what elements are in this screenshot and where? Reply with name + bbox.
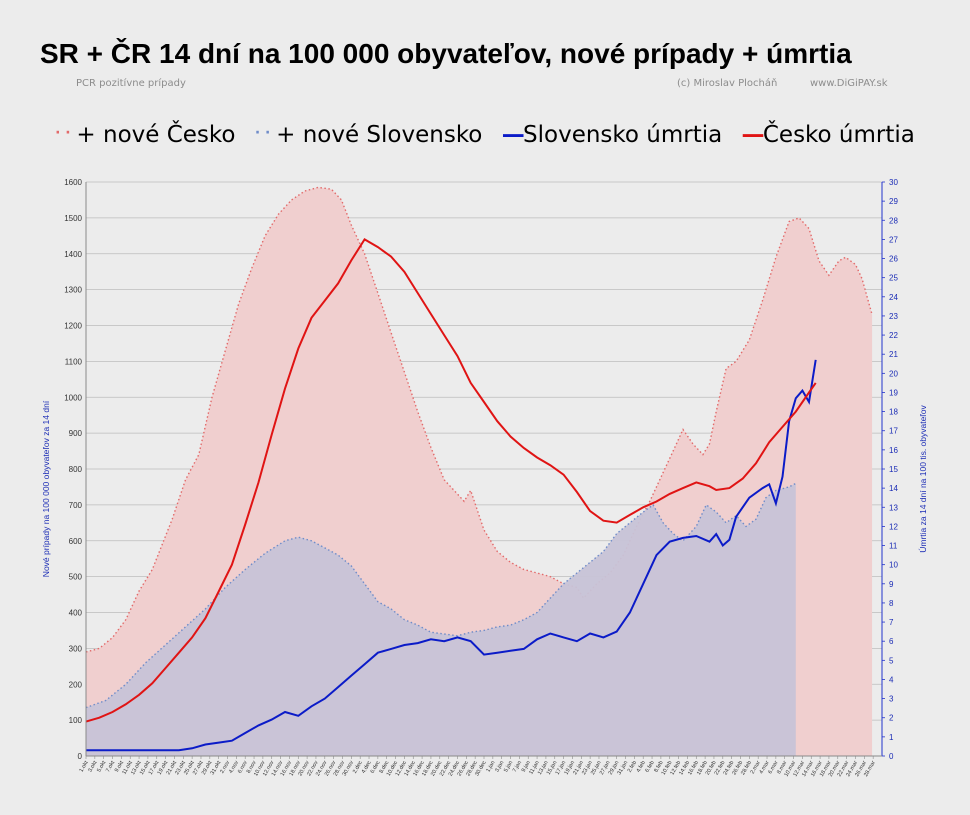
y-tick-label-right: 29: [889, 197, 898, 206]
y-tick-label-left: 600: [69, 537, 83, 546]
legend-item-cz-deaths: — Česko úmrtia: [741, 122, 915, 148]
y-tick-label-right: 17: [889, 427, 898, 436]
y-tick-label-right: 23: [889, 312, 898, 321]
x-tick-label: 7.jan: [512, 760, 523, 773]
y-tick-label-right: 6: [889, 637, 894, 646]
x-tick-label: 5.okt: [96, 760, 107, 774]
y-tick-label-left: 1200: [64, 322, 82, 331]
y-tick-label-right: 12: [889, 522, 898, 531]
x-tick-label: 1.jan: [485, 760, 496, 773]
y-tick-label-left: 1100: [65, 357, 83, 366]
y-tick-label-right: 20: [889, 369, 898, 378]
legend-item-cz-cases: · · + nové Česko: [55, 122, 236, 148]
y-tick-label-right: 7: [889, 618, 894, 627]
legend-label: + nové Slovensko: [276, 122, 483, 148]
y-tick-label-left: 400: [69, 609, 83, 618]
y-tick-label-right: 16: [889, 446, 898, 455]
x-tick-label: 8.feb: [653, 760, 664, 774]
y-tick-label-left: 100: [69, 716, 83, 725]
series-line-sk-deaths: [86, 359, 817, 752]
y-tick-label-left: 300: [69, 644, 83, 653]
x-tick-label: 9.jan: [521, 760, 532, 773]
y-axis-title-left: Nové prípady na 100 000 obyvateľov za 14…: [41, 400, 51, 577]
area-sk-cases: [86, 483, 796, 756]
x-tick-label: 6.feb: [644, 760, 655, 774]
y-tick-label-left: 1000: [64, 393, 82, 402]
y-tick-label-left: 800: [69, 465, 83, 474]
y-tick-label-right: 14: [889, 484, 898, 493]
y-tick-label-right: 3: [889, 695, 894, 704]
y-tick-label-right: 2: [889, 714, 894, 723]
legend-item-sk-cases: · · + nové Slovensko: [254, 122, 483, 148]
x-tick-label: 3.jan: [494, 760, 505, 773]
y-tick-label-right: 5: [889, 656, 894, 665]
y-tick-label-left: 500: [69, 573, 83, 582]
y-tick-label-left: 200: [69, 680, 83, 689]
y-tick-label-right: 1: [889, 733, 894, 742]
y-tick-label-left: 0: [78, 752, 83, 761]
y-tick-label-right: 11: [889, 542, 898, 551]
y-tick-label-right: 24: [889, 293, 898, 302]
y-tick-label-right: 10: [889, 561, 898, 570]
x-tick-label: 3.okt: [87, 760, 98, 774]
x-tick-label: 4.feb: [636, 760, 647, 774]
y-tick-label-right: 22: [889, 331, 898, 340]
y-tick-label-right: 28: [889, 216, 898, 225]
legend-item-sk-deaths: — Slovensko úmrtia: [501, 122, 723, 148]
y-tick-label-right: 25: [889, 274, 898, 283]
y-tick-label-right: 19: [889, 388, 898, 397]
x-tick-label: 9.okt: [114, 760, 125, 774]
legend-label: Slovensko úmrtia: [523, 122, 723, 148]
y-tick-label-right: 15: [889, 465, 898, 474]
legend-label: Česko úmrtia: [762, 122, 915, 148]
y-tick-label-right: 8: [889, 599, 894, 608]
y-tick-label-right: 9: [889, 580, 894, 589]
y-tick-label-right: 21: [889, 350, 898, 359]
y-axis-title-right: Úmrtia za 14 dní na 100 tis. obyvateľov: [918, 404, 928, 552]
y-tick-label-right: 18: [889, 408, 898, 417]
legend-label: + nové Česko: [76, 122, 236, 148]
y-tick-label-left: 1500: [64, 214, 82, 223]
y-tick-label-right: 0: [889, 752, 894, 761]
chart-credit: (c) Miroslav Plocháň: [677, 78, 778, 89]
x-tick-label: 1.okt: [79, 760, 90, 774]
chart-title: SR + ČR 14 dní na 100 000 obyvateľov, no…: [40, 38, 852, 69]
y-tick-label-right: 30: [889, 178, 898, 187]
y-tick-label-right: 13: [889, 503, 898, 512]
chart-subtitle: PCR pozitívne prípady: [76, 78, 186, 89]
y-tick-label-right: 27: [889, 235, 898, 244]
series-line-cz-cases: [85, 186, 873, 653]
x-tick-label: 7.okt: [105, 760, 116, 774]
chart-legend: · · + nové Česko · · + nové Slovensko — …: [0, 122, 970, 148]
y-tick-label-right: 26: [889, 255, 898, 264]
y-tick-label-left: 1600: [64, 178, 82, 187]
y-tick-label-left: 900: [69, 429, 83, 438]
chart-website: www.DiGiPAY.sk: [810, 78, 888, 89]
y-tick-label-right: 4: [889, 675, 894, 684]
x-tick-label: 5.jan: [503, 760, 514, 773]
x-tick-label: 2.feb: [627, 760, 638, 774]
y-tick-label-left: 1400: [64, 250, 82, 259]
y-tick-label-left: 1300: [64, 286, 82, 295]
y-tick-label-left: 700: [69, 501, 83, 510]
series-line-cz-deaths: [85, 238, 817, 723]
